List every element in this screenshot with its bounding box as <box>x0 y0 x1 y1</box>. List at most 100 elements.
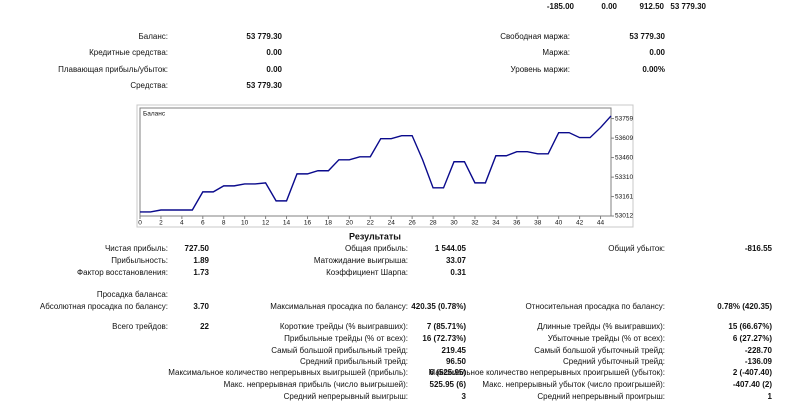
plot-area <box>139 107 612 217</box>
account-value: 0.00 <box>649 48 665 57</box>
top-value: 912.50 <box>640 2 665 11</box>
result-value: 96.50 <box>446 357 467 366</box>
result-label: Чистая прибыль: <box>105 244 168 253</box>
result-value: 15 (66.67%) <box>728 322 772 331</box>
account-label: Маржа: <box>542 48 570 57</box>
x-tick-label: 28 <box>429 220 437 227</box>
result-label: Короткие трейды (% выигравших): <box>280 322 408 331</box>
result-label: Фактор восстановления: <box>77 268 168 277</box>
result-label: Максимальное количество непрерывных выиг… <box>168 368 408 377</box>
x-tick-label: 14 <box>283 220 291 227</box>
x-tick-label: 44 <box>597 220 605 227</box>
result-value: 1.89 <box>193 256 209 265</box>
result-value: 33.07 <box>446 256 467 265</box>
result-label: Средний непрерывный проигрыш: <box>537 392 665 401</box>
y-tick-label: 53310 <box>615 174 633 181</box>
result-value: 1 544.05 <box>435 244 467 253</box>
x-tick-label: 6 <box>201 220 205 227</box>
result-label: Абсолютная просадка по балансу: <box>40 302 168 311</box>
x-tick-label: 4 <box>180 220 184 227</box>
x-tick-label: 34 <box>492 220 500 227</box>
result-label: Средний прибыльный трейд: <box>300 357 408 366</box>
x-tick-label: 40 <box>555 220 563 227</box>
result-label: Общий убыток: <box>608 244 665 253</box>
result-value: 3 <box>462 392 467 401</box>
x-tick-label: 26 <box>409 220 417 227</box>
result-label: Просадка баланса: <box>97 290 168 299</box>
result-label: Коэффициент Шарпа: <box>326 268 408 277</box>
x-tick-label: 24 <box>388 220 396 227</box>
x-tick-label: 0 <box>138 220 142 227</box>
chart-title: Баланс <box>143 111 166 118</box>
account-label: Средства: <box>130 81 168 90</box>
result-value: 22 <box>200 322 209 331</box>
account-value: 53 779.30 <box>629 32 665 41</box>
account-label: Уровень маржи: <box>511 65 570 74</box>
result-label: Матожидание выигрыша: <box>314 256 408 265</box>
result-value: -816.55 <box>745 244 773 253</box>
result-label: Прибыльность: <box>111 256 168 265</box>
result-label: Самый большой прибыльный трейд: <box>271 346 408 355</box>
account-value: 0.00 <box>266 48 282 57</box>
account-value: 53 779.30 <box>246 81 282 90</box>
y-tick-label: 53609 <box>615 135 633 142</box>
result-value: 3.70 <box>193 302 209 311</box>
x-tick-label: 10 <box>241 220 249 227</box>
result-label: Макс. непрерывная прибыль (число выигрыш… <box>224 380 408 389</box>
result-value: 1 <box>768 392 773 401</box>
y-tick-label: 53460 <box>615 154 633 161</box>
result-value: 727.50 <box>185 244 210 253</box>
result-label: Общая прибыль: <box>345 244 408 253</box>
top-value: -185.00 <box>547 2 575 11</box>
top-value: 0.00 <box>601 2 617 11</box>
account-label: Кредитные средства: <box>89 48 168 57</box>
result-label: Длинные трейды (% выигравших): <box>537 322 665 331</box>
result-label: Макс. непрерывный убыток (число проигрыш… <box>482 380 665 389</box>
result-label: Всего трейдов: <box>112 322 168 331</box>
x-tick-label: 36 <box>513 220 521 227</box>
result-value: 6 (525.95) <box>430 368 467 377</box>
x-tick-label: 30 <box>450 220 458 227</box>
balance-line <box>140 115 612 213</box>
x-tick-label: 2 <box>159 220 163 227</box>
x-tick-label: 32 <box>471 220 479 227</box>
result-label: Самый большой убыточный трейд: <box>534 346 665 355</box>
result-value: 6 (27.27%) <box>733 334 772 343</box>
account-label: Свободная маржа: <box>500 32 570 41</box>
account-value: 0.00% <box>642 65 665 74</box>
y-tick-label: 53012 <box>615 213 633 220</box>
result-value: 0.31 <box>450 268 466 277</box>
x-tick-label: 16 <box>304 220 312 227</box>
result-label: Относительная просадка по балансу: <box>525 302 665 311</box>
result-value: 420.35 (0.78%) <box>411 302 466 311</box>
result-value: -407.40 (2) <box>733 380 772 389</box>
result-value: 2 (-407.40) <box>733 368 772 377</box>
x-tick-label: 22 <box>367 220 375 227</box>
x-tick-label: 18 <box>325 220 333 227</box>
result-label: Максимальная просадка по балансу: <box>270 302 408 311</box>
x-tick-label: 42 <box>576 220 584 227</box>
x-tick-label: 38 <box>534 220 542 227</box>
result-label: Максимальное количество непрерывных прои… <box>428 368 665 377</box>
result-value: 219.45 <box>442 346 467 355</box>
account-label: Плавающая прибыль/убыток: <box>58 65 168 74</box>
x-tick-label: 8 <box>222 220 226 227</box>
account-value: 53 779.30 <box>246 32 282 41</box>
y-tick-label: 53759 <box>615 115 633 122</box>
result-value: -228.70 <box>745 346 773 355</box>
result-label: Убыточные трейды (% от всех): <box>548 334 665 343</box>
account-value: 0.00 <box>266 65 282 74</box>
result-label: Средний непрерывный выигрыш: <box>284 392 408 401</box>
result-value: 525.95 (6) <box>430 380 467 389</box>
result-value: 0.78% (420.35) <box>717 302 772 311</box>
results-title: Результаты <box>349 231 401 241</box>
result-value: 16 (72.73%) <box>422 334 466 343</box>
result-value: 1.73 <box>193 268 209 277</box>
result-label: Прибыльные трейды (% от всех): <box>284 334 408 343</box>
y-tick-label: 53161 <box>615 193 633 200</box>
result-value: 7 (85.71%) <box>427 322 466 331</box>
result-value: -136.09 <box>745 357 773 366</box>
